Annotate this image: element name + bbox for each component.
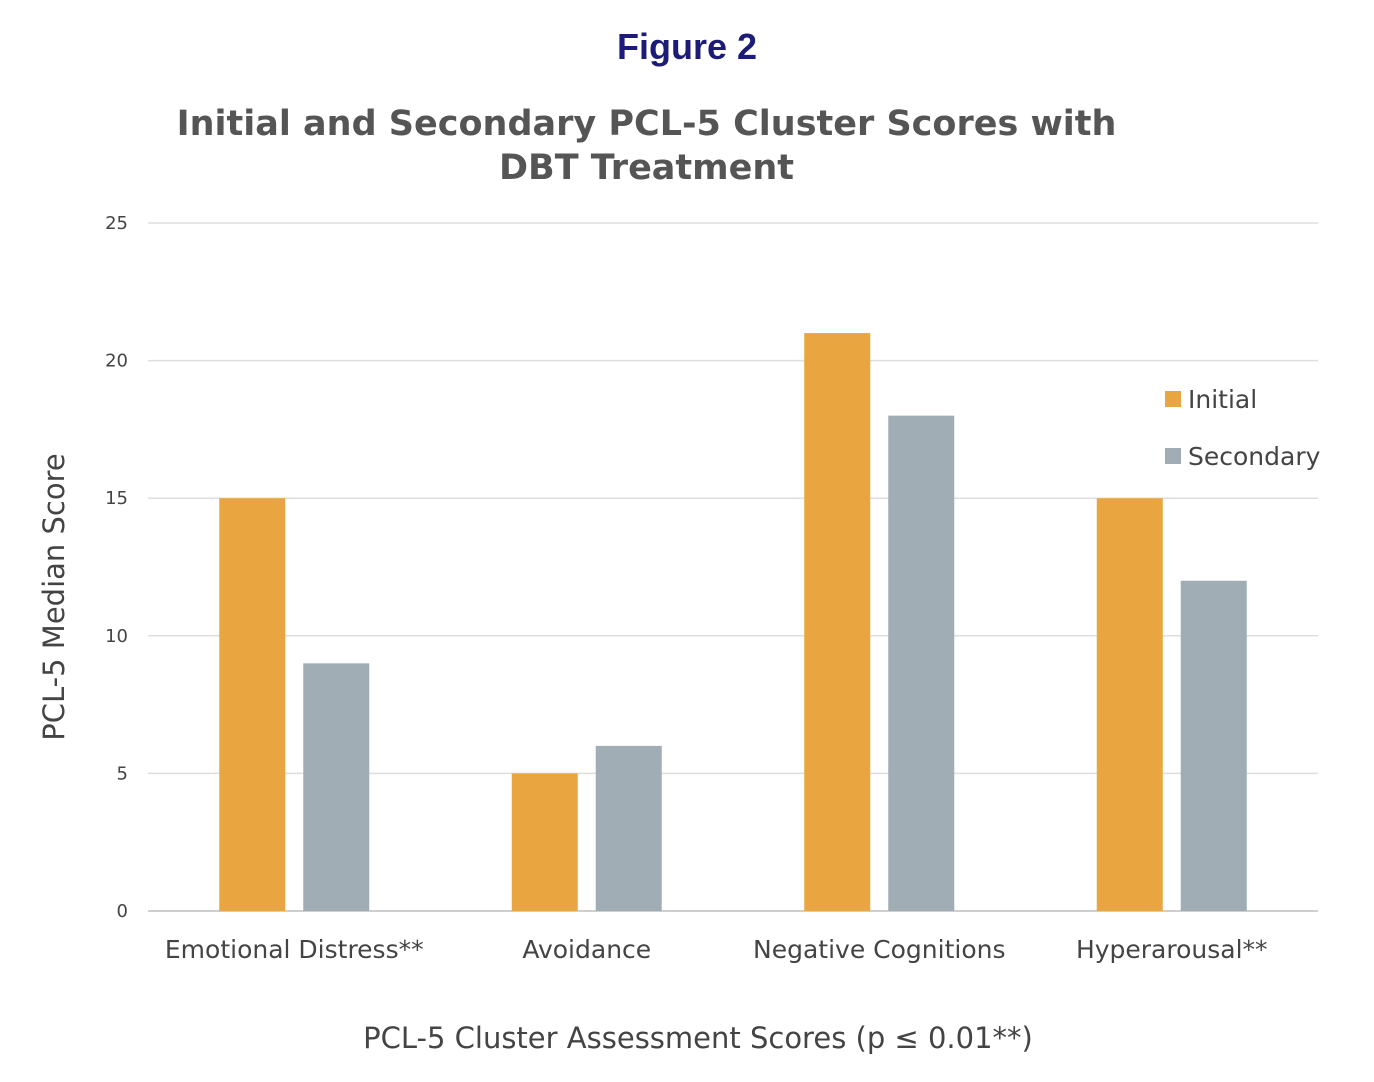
x-tick-label: Emotional Distress**: [165, 935, 424, 964]
x-tick-label: Avoidance: [522, 935, 651, 964]
bar-secondary: [888, 415, 955, 911]
y-tick-label: 5: [117, 763, 128, 784]
bar-initial: [511, 773, 578, 911]
figure-label: Figure 2: [616, 26, 758, 67]
y-tick-label: 15: [105, 488, 128, 509]
y-axis-label: PCL-5 Median Score: [37, 453, 71, 740]
bar-initial: [1096, 498, 1163, 911]
legend-label: Secondary: [1188, 442, 1321, 471]
y-tick-label: 20: [105, 351, 128, 372]
bar-initial: [804, 333, 871, 912]
y-tick-label: 25: [105, 213, 128, 234]
legend-swatch: [1165, 391, 1181, 407]
y-tick-label: 10: [105, 626, 128, 647]
x-tick-label: Hyperarousal**: [1076, 935, 1268, 964]
bar-secondary: [1180, 580, 1247, 911]
y-tick-label: 0: [117, 901, 128, 922]
chart-title: Initial and Secondary PCL-5 Cluster Scor…: [176, 104, 1117, 188]
x-tick-label: Negative Cognitions: [753, 935, 1005, 964]
bar-secondary: [303, 663, 370, 911]
bar-initial: [219, 498, 286, 911]
x-axis-label: PCL-5 Cluster Assessment Scores (p ≤ 0.0…: [363, 1021, 1033, 1055]
legend-swatch: [1165, 448, 1181, 464]
bar-secondary: [595, 745, 662, 911]
legend-label: Initial: [1188, 385, 1257, 414]
